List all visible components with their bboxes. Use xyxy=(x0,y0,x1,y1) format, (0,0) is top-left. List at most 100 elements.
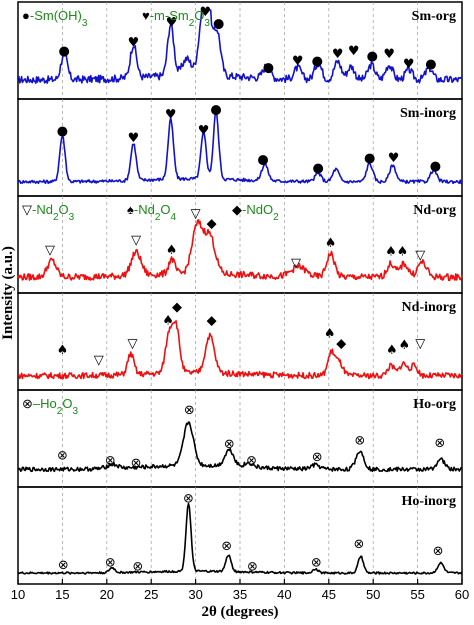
legend-entry: ⊗–Ho2O3 xyxy=(22,396,78,417)
series-line-nd-inorg xyxy=(17,320,463,380)
peak-marker: ⊗ xyxy=(132,560,143,575)
panel-name: Ho-inorg xyxy=(402,494,456,509)
peak-marker: ▽ xyxy=(94,353,104,368)
x-tick-label: 45 xyxy=(322,587,336,602)
peak-marker: ● xyxy=(213,16,224,31)
peak-marker: ♠ xyxy=(166,243,178,258)
peak-marker: ⊗ xyxy=(434,436,445,451)
peak-marker: ▽ xyxy=(128,337,138,352)
panel-sm-inorg: ● ♥♥♥●●●● ♥●Sm-inorg xyxy=(17,98,463,197)
x-tick-label: 20 xyxy=(100,587,114,602)
peak-marker: ♠ xyxy=(57,343,69,358)
peak-marker: ♠ xyxy=(325,236,337,251)
x-axis: 10 15 20 25 30 35 40 45 50 55 60 xyxy=(11,579,469,602)
panel-ho-org: ⊗ ⊗ ⊗ ⊗ ⊗ ⊗ ⊗ ⊗ ⊗ Ho-org ⊗–Ho2O3 xyxy=(17,389,463,488)
peak-marker: ● xyxy=(364,151,375,166)
peak-marker: ⊗ xyxy=(433,544,444,559)
series-line-ho-inorg xyxy=(17,502,463,575)
peak-marker: ● xyxy=(367,49,378,64)
x-tick-label: 10 xyxy=(11,587,25,602)
series-line-sm-inorg xyxy=(17,112,463,185)
legend-entry: ▽-Nd2O3 xyxy=(22,202,75,223)
panel-name: Nd-org xyxy=(413,203,456,218)
x-tick-label: 30 xyxy=(188,587,202,602)
panel-sm-org: ●♥♥♥●● ♥ ● ♥ ♥ ● ♥♥ ●Sm-org●-Sm(OH)3 ♥-m-Sm2O3 xyxy=(17,1,463,100)
peak-marker: ▽ xyxy=(131,233,141,248)
peak-marker: ♠ xyxy=(398,338,410,353)
peak-marker: ⊗ xyxy=(105,453,116,468)
x-tick-label: 40 xyxy=(277,587,291,602)
peak-marker: ● xyxy=(210,103,221,118)
panels-group: ●♥♥♥●● ♥ ● ♥ ♥ ● ♥♥ ●Sm-org●-Sm(OH)3 ♥-m-Sm2O3● ♥… xyxy=(17,1,463,585)
peak-marker: ⊗ xyxy=(58,558,69,573)
peak-marker: ● xyxy=(257,152,268,167)
panel-ho-inorg: ⊗ ⊗ ⊗ ⊗ ⊗ ⊗ ⊗ ⊗ ⊗ Ho-inorg xyxy=(17,486,463,585)
peak-marker: ♠ xyxy=(386,343,398,358)
peak-marker: ▽ xyxy=(45,243,55,258)
peak-marker: ♥ xyxy=(198,123,210,138)
legend-entry: ♠-Nd2O4 xyxy=(127,202,177,223)
peak-marker: ◆ xyxy=(207,216,217,231)
peak-marker: ▽ xyxy=(291,256,301,271)
series-line-nd-org xyxy=(17,219,463,282)
peak-marker: ⊗ xyxy=(354,434,365,449)
peak-marker: ▽ xyxy=(191,206,201,221)
x-tick-label: 25 xyxy=(144,587,158,602)
peak-marker: ♥ xyxy=(166,16,178,31)
peak-marker: ⊗ xyxy=(105,555,116,570)
peak-marker: ⊗ xyxy=(246,453,257,468)
peak-marker: ♥ xyxy=(332,47,344,62)
x-tick-label: 15 xyxy=(55,587,69,602)
panel-name: Sm-inorg xyxy=(400,106,456,121)
peak-marker: ⊗ xyxy=(354,537,365,552)
peak-marker: ● xyxy=(312,161,323,176)
peak-marker: ♥ xyxy=(388,151,400,166)
peak-marker: ● xyxy=(312,54,323,69)
peak-marker: ● xyxy=(263,60,274,75)
peak-marker: ● xyxy=(430,159,441,174)
peak-marker: ⊗ xyxy=(184,403,195,418)
peak-marker: ♥ xyxy=(200,5,212,20)
peak-marker: ♥ xyxy=(292,54,304,69)
peak-marker: ⊗ xyxy=(312,450,323,465)
series-line-sm-org xyxy=(17,9,463,84)
y-axis-label: Intensity (a.u.) xyxy=(0,246,16,340)
peak-marker: ⊗ xyxy=(221,539,232,554)
peak-marker: ⊗ xyxy=(57,448,68,463)
peak-marker: ♠ xyxy=(162,313,174,328)
peak-marker: ⊗ xyxy=(131,456,142,471)
peak-marker: ● xyxy=(425,57,436,72)
panel-name: Nd-inorg xyxy=(402,300,456,315)
legend-entry: ●-Sm(OH)3 xyxy=(22,8,88,29)
legend-entry: ◆-NdO2 xyxy=(232,202,279,223)
x-tick-label: 50 xyxy=(366,587,380,602)
x-axis-label: 2θ (degrees) xyxy=(201,604,278,620)
series-line-ho-org xyxy=(17,421,463,473)
peak-marker: ♥ xyxy=(128,36,140,51)
peak-marker: ♠ xyxy=(397,244,409,259)
peak-marker: ♥ xyxy=(165,108,177,123)
peak-marker: ♥ xyxy=(348,44,360,59)
x-tick-label: 35 xyxy=(233,587,247,602)
peak-marker: ♥ xyxy=(383,47,395,62)
peak-marker: ♥ xyxy=(128,131,140,146)
peak-marker: ♠ xyxy=(324,327,336,342)
peak-marker: ♠ xyxy=(385,244,397,259)
panel-name: Sm-org xyxy=(412,9,456,24)
peak-marker: ⊗ xyxy=(247,560,258,575)
panel-nd-org: ▽▽♠▽◆▽♠♠ ♠ ▽Nd-org▽-Nd2O3 ♠-Nd2O4 ◆-NdO2 xyxy=(17,195,463,294)
peak-marker: ◆ xyxy=(336,337,346,352)
panel-name: Ho-org xyxy=(413,397,456,412)
peak-marker: ◆ xyxy=(207,313,217,328)
peak-marker: ◆ xyxy=(172,300,182,315)
peak-marker: ⊗ xyxy=(224,437,235,452)
peak-marker: ▽ xyxy=(415,248,425,263)
x-tick-label: 55 xyxy=(410,587,424,602)
peak-marker: ● xyxy=(59,44,70,59)
peak-marker: ⊗ xyxy=(311,555,322,570)
peak-marker: ▽ xyxy=(415,337,425,352)
peak-marker: ● xyxy=(57,124,68,139)
x-tick-label: 60 xyxy=(455,587,469,602)
legend-entry: ♥-m-Sm2O3 xyxy=(142,8,210,29)
panel-nd-inorg: ♠▽▽♠◆◆♠◆ ♠ ♠ ▽Nd-inorg xyxy=(17,292,463,391)
